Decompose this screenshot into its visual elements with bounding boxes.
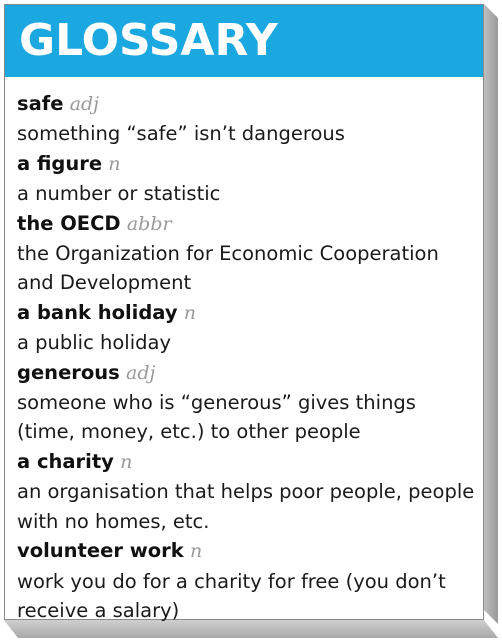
entry-definition: a public holiday bbox=[17, 331, 172, 355]
glossary-title: GLOSSARY bbox=[19, 15, 278, 66]
glossary-header: GLOSSARY bbox=[5, 5, 483, 77]
glossary-entry: safe adj something “safe” isn’t dangerou… bbox=[17, 89, 477, 149]
entry-term: generous bbox=[17, 360, 120, 384]
entry-term: a charity bbox=[17, 449, 114, 473]
glossary-list: safe adj something “safe” isn’t dangerou… bbox=[17, 89, 477, 625]
entry-definition: an organisation that helps poor people, … bbox=[17, 480, 475, 533]
entry-part-of-speech: n bbox=[189, 540, 203, 563]
entry-part-of-speech: adj bbox=[126, 361, 156, 384]
glossary-entry: volunteer work n work you do for a chari… bbox=[17, 536, 477, 625]
entry-term: a figure bbox=[17, 151, 103, 175]
entry-definition: someone who is “generous” gives things (… bbox=[17, 391, 416, 444]
glossary-entry: a charity n an organisation that helps p… bbox=[17, 447, 477, 536]
glossary-entry: a figure n a number or statistic bbox=[17, 149, 477, 209]
entry-part-of-speech: adj bbox=[69, 93, 100, 115]
entry-part-of-speech: n bbox=[108, 152, 121, 175]
entry-term: the OECD bbox=[17, 211, 121, 235]
entry-part-of-speech: n bbox=[183, 301, 197, 324]
glossary-entry: the OECD abbr the Organization for Econo… bbox=[17, 209, 477, 298]
glossary-entry: a bank holiday n a public holiday bbox=[17, 298, 477, 358]
entry-definition: a number or statistic bbox=[17, 182, 221, 206]
entry-definition: work you do for a charity for free (you … bbox=[17, 569, 446, 622]
card-side-shadow bbox=[484, 4, 498, 624]
entry-term: volunteer work bbox=[17, 539, 184, 563]
entry-part-of-speech: abbr bbox=[126, 212, 172, 235]
entry-term: a bank holiday bbox=[17, 300, 178, 324]
entry-term: safe bbox=[17, 92, 64, 115]
glossary-card: GLOSSARY safe adj something “safe” isn’t… bbox=[4, 4, 484, 622]
entry-definition: something “safe” isn’t dangerous bbox=[17, 122, 345, 146]
entry-part-of-speech: n bbox=[120, 450, 133, 473]
card-bottom-shadow bbox=[4, 620, 498, 638]
glossary-entry: generous adj someone who is “generous” g… bbox=[17, 358, 477, 447]
entry-definition: the Organization for Economic Cooperatio… bbox=[17, 242, 439, 295]
